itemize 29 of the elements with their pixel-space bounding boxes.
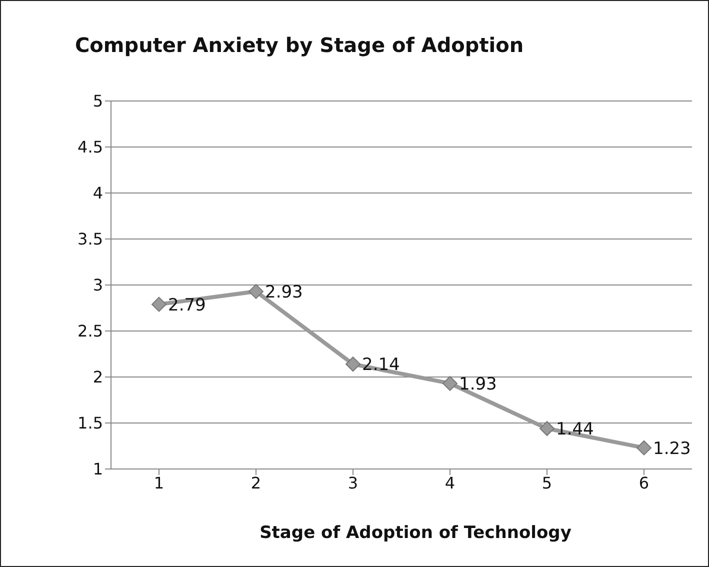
x-tick-label: 3 (348, 473, 358, 492)
y-tick-label: 4 (92, 184, 103, 203)
y-tick-label: 1.5 (78, 414, 103, 433)
x-tick-label: 5 (542, 473, 552, 492)
x-tick-label: 2 (250, 473, 262, 492)
y-tick-label: 5 (92, 92, 103, 111)
point (442, 376, 458, 391)
point (152, 296, 166, 312)
data-label: 2.79 (168, 295, 206, 316)
y-tick-label: 1 (92, 460, 103, 479)
data-label: 1.44 (556, 420, 594, 440)
y-tick-label: 3.5 (78, 230, 103, 249)
x-tick-label: 6 (638, 473, 650, 492)
y-tick-label: 2.5 (78, 322, 103, 341)
point (636, 440, 652, 456)
point (346, 356, 360, 372)
y-tick-label: 4.5 (78, 138, 103, 157)
x-axis-title: Stage of Adoption of Technology (258, 523, 572, 543)
x-tick-label: 1 (154, 473, 164, 492)
x-tick-label: 4 (444, 473, 456, 492)
data-label: 1.93 (459, 374, 497, 394)
data-label: 2.93 (265, 282, 303, 302)
data-label: 2.14 (362, 355, 400, 376)
y-tick-label: 2 (92, 368, 103, 387)
y-tick-label: 3 (92, 276, 103, 295)
point (540, 421, 554, 436)
data-label: 1.23 (653, 438, 691, 459)
point (248, 284, 264, 299)
chart-title: Computer Anxiety by Stage of Adoption (75, 33, 524, 57)
